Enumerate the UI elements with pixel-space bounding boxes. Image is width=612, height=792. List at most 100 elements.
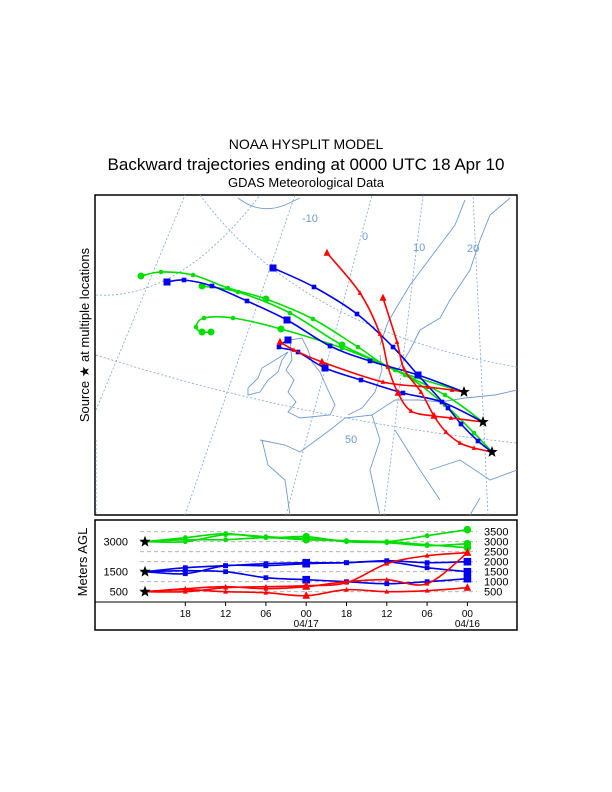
trajectory-marker (291, 347, 297, 352)
trajectory-marker (230, 315, 236, 321)
time-tick-label: 06 (422, 609, 434, 620)
height-marker (302, 575, 310, 584)
right-tick-label: 1000 (484, 577, 508, 589)
height-marker (263, 563, 269, 569)
height-marker (384, 581, 390, 587)
trajectory-line (195, 315, 484, 423)
trajectory-marker (318, 357, 326, 365)
map-trajectory (276, 337, 465, 393)
height-trajectories (139, 525, 472, 599)
source-star-icon (477, 416, 489, 427)
height-marker (463, 574, 472, 583)
height-marker (302, 534, 311, 543)
trajectory-map: -10 0 10 20 50 (94, 194, 518, 516)
trajectory-marker (443, 429, 449, 434)
height-marker (182, 539, 188, 545)
height-marker (384, 560, 390, 566)
trajectory-marker (209, 283, 215, 289)
time-tick-label: 00 (301, 609, 313, 620)
right-tick-label: 2000 (484, 557, 508, 569)
trajectory-marker (276, 344, 282, 350)
trajectory-marker (394, 339, 400, 344)
trajectory-marker (418, 389, 424, 394)
trajectory-marker (471, 445, 477, 450)
border-lines (394, 429, 518, 516)
right-tick-label: 3000 (484, 537, 508, 549)
map-ylabel: Source ★ at multiple locations (77, 247, 92, 422)
trajectory-marker (439, 399, 445, 405)
trajectory-marker (244, 298, 250, 304)
height-marker (302, 559, 310, 568)
height-marker (463, 525, 472, 534)
lon-line-20w (95, 194, 186, 411)
right-tick-label: 1500 (484, 567, 508, 579)
height-ylabel: Meters AGL (75, 528, 90, 597)
trajectory-marker (401, 366, 407, 371)
france-coast (259, 414, 381, 516)
trajectory-marker (380, 379, 386, 384)
height-marker (302, 591, 310, 599)
trajectory-marker (475, 438, 481, 444)
height-marker (182, 535, 188, 541)
trajectory-marker (358, 377, 364, 383)
trajectory-marker (225, 285, 231, 291)
lon-label: 20 (467, 243, 479, 255)
height-marker (182, 565, 188, 571)
right-tick-label: 2500 (484, 547, 508, 559)
figure-title: NOAA HYSPLIT MODEL (228, 136, 384, 152)
height-marker (223, 537, 229, 543)
height-marker (263, 589, 269, 595)
height-marker (223, 583, 228, 589)
height-marker (463, 548, 472, 556)
data-source: GDAS Meteorological Data (227, 175, 385, 190)
height-series (144, 559, 472, 577)
trajectory-marker (400, 390, 406, 396)
lat-line-70 (95, 194, 261, 296)
trajectory-marker (327, 343, 333, 349)
height-marker (182, 568, 188, 574)
left-tick-label: 500 (110, 587, 128, 599)
map-trajectory (379, 293, 493, 453)
source-star-icon (139, 585, 151, 597)
height-marker (463, 557, 472, 566)
trajectory-marker (198, 328, 206, 336)
lon-label: 10 (413, 242, 425, 254)
trajectory-marker (310, 316, 316, 322)
height-marker (424, 560, 430, 566)
trajectory-marker (355, 344, 361, 350)
trajectory-marker (163, 278, 171, 286)
height-marker (302, 582, 310, 590)
height-marker (424, 552, 430, 558)
height-series (144, 548, 472, 593)
trajectory-marker (158, 269, 164, 275)
height-marker (223, 569, 228, 575)
trajectory-marker (377, 331, 383, 336)
height-marker (263, 575, 269, 581)
graticule (95, 194, 518, 516)
height-series (144, 583, 472, 599)
trajectory-marker (367, 358, 373, 364)
trajectory-marker (457, 440, 463, 445)
trajectory-marker (262, 295, 270, 303)
lon-label: 0 (362, 231, 368, 243)
trajectory-marker (430, 411, 438, 419)
height-marker (424, 587, 430, 593)
trajectory-marker (323, 248, 331, 256)
map-trajectories (137, 248, 498, 457)
trajectory-marker (471, 430, 477, 436)
trajectory-marker (415, 372, 421, 378)
graticule-labels: -10 0 10 20 50 (302, 213, 479, 446)
time-tick-label: 18 (180, 609, 192, 620)
height-marker (182, 586, 188, 592)
trajectory-marker (269, 264, 277, 272)
britain-coast (285, 337, 336, 419)
trajectory-marker (137, 272, 145, 280)
trajectory-marker (458, 421, 464, 427)
trajectory-marker (357, 290, 363, 295)
trajectory-marker (408, 408, 414, 413)
lon-line-0 (285, 194, 373, 516)
height-marker (223, 588, 228, 594)
